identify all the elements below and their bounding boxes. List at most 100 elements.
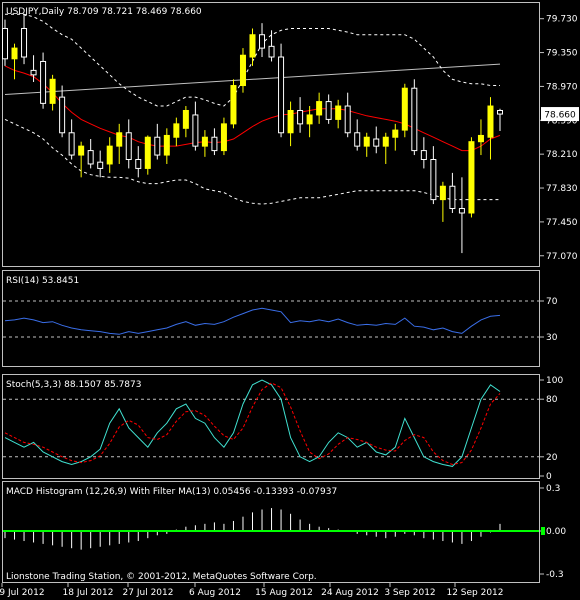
candle-body <box>297 109 304 125</box>
candle-body <box>144 136 151 169</box>
candle-body <box>268 45 275 58</box>
macd-filter-tag <box>541 527 545 535</box>
macd-ytick-label: 0.00 <box>546 527 566 537</box>
xtick-label: 18 Jul 2012 <box>63 588 114 598</box>
ytick-label: 20 <box>546 453 558 463</box>
ytick-label: 30 <box>546 333 558 343</box>
ytick-label: 80 <box>546 395 558 405</box>
xtick-label: 15 Aug 2012 <box>255 588 313 598</box>
price-ytick-label: 78.590 <box>546 116 578 126</box>
lower-band-line <box>4 118 500 205</box>
ytick-label: 70 <box>546 297 558 307</box>
candle-body <box>192 114 199 147</box>
ytick-label: 0 <box>546 472 552 482</box>
candle-body <box>354 132 361 147</box>
price-panel: USDJPY,Daily 78.709 78.721 78.469 78.660… <box>2 2 579 267</box>
candle-body <box>68 132 75 156</box>
moving-average-line <box>4 65 501 152</box>
candle-body <box>497 109 503 115</box>
candle-body <box>40 60 47 104</box>
candle-body <box>30 69 37 76</box>
price-ytick-label: 77.070 <box>546 252 578 262</box>
candle-body <box>59 96 66 134</box>
time-axis: 9 Jul 2012 18 Jul 2012 27 Jul 2012 6 Aug 20… <box>0 583 504 598</box>
stochastic-panel: Stoch(5,3,3) 88.1507 85.7873 100 80 20 0 <box>2 374 563 482</box>
candle-body <box>487 105 494 138</box>
price-panel-title: USDJPY,Daily 78.709 78.721 78.469 78.660 <box>6 7 202 17</box>
candle-body <box>278 56 285 134</box>
macd-ytick-label: -0.3 <box>546 570 564 580</box>
stochastic-panel-frame <box>2 374 540 479</box>
candle-body <box>259 34 266 49</box>
current-price-label: 78.660 <box>544 111 576 121</box>
candle-body <box>125 132 132 161</box>
candle-body <box>78 145 85 156</box>
candle-body <box>392 129 399 138</box>
price-ytick-label: 78.970 <box>546 82 578 92</box>
xtick-label: 27 Jul 2012 <box>123 588 174 598</box>
rsi-panel-title: RSI(14) 53.8451 <box>6 276 79 286</box>
macd-panel-frame <box>2 481 540 583</box>
candle-body <box>306 114 313 125</box>
candle-body <box>239 54 246 87</box>
candle-body <box>316 101 323 116</box>
candle-body <box>135 159 142 169</box>
candle-body <box>420 150 427 161</box>
candle-body <box>430 159 437 201</box>
candle-body <box>116 132 123 147</box>
candle-body <box>401 87 408 131</box>
macd-panel-title: MACD Histogram (12,26,9) With Filter MA(… <box>6 487 337 497</box>
candle-body <box>344 105 351 134</box>
candle-body <box>21 27 28 58</box>
candle-body <box>325 101 332 120</box>
candle-body <box>220 123 227 152</box>
candle-body <box>201 136 208 147</box>
candle-body <box>335 105 342 120</box>
candle-body <box>249 34 256 58</box>
candle-body <box>439 185 446 201</box>
xtick-label: 3 Sep 2012 <box>384 588 435 598</box>
price-ytick-label: 79.730 <box>546 15 578 25</box>
main-line <box>4 379 501 467</box>
xtick-label: 6 Aug 2012 <box>189 588 241 598</box>
xtick-label: 24 Aug 2012 <box>321 588 379 598</box>
candle-body <box>97 161 104 169</box>
copyright-footer: Lionstone Trading Station, © 2001-2012, … <box>6 572 317 582</box>
current-price-tag <box>541 107 579 122</box>
candle-body <box>49 78 56 104</box>
rsi-14--line <box>4 307 501 335</box>
xtick-label: 9 Jul 2012 <box>0 588 45 598</box>
stochastic-panel-title: Stoch(5,3,3) 88.1507 85.7873 <box>6 380 141 390</box>
price-ytick-label: 77.830 <box>546 184 578 194</box>
candle-body <box>173 123 180 138</box>
rsi-panel-frame <box>2 270 540 367</box>
candle-body <box>2 27 8 60</box>
price-panel-frame <box>2 2 540 267</box>
candle-body <box>363 136 370 147</box>
candle-body <box>468 141 475 214</box>
candle-body <box>287 109 294 134</box>
candle-body <box>382 136 389 147</box>
candle-body <box>230 85 237 125</box>
price-ytick-label: 78.210 <box>546 150 578 160</box>
xtick-label: 12 Sep 2012 <box>446 588 503 598</box>
candle-body <box>154 136 161 156</box>
ytick-label: 100 <box>546 376 563 386</box>
candle-body <box>411 87 418 152</box>
candle-body <box>163 134 170 156</box>
rsi-panel: RSI(14) 53.8451 70 30 <box>2 270 558 367</box>
candle-body <box>182 109 189 129</box>
price-ytick-label: 77.450 <box>546 218 578 228</box>
candle-body <box>87 150 94 165</box>
candle-body <box>211 136 218 152</box>
candle-body <box>449 185 456 210</box>
macd-ytick-label: 0.3 <box>546 484 560 494</box>
candle-body <box>373 138 380 147</box>
price-ytick-label: 79.350 <box>546 49 578 59</box>
macd-panel: MACD Histogram (12,26,9) With Filter MA(… <box>2 481 566 583</box>
candle-body <box>458 208 465 214</box>
candle-body <box>477 134 484 143</box>
candle-body <box>11 47 18 60</box>
signal-line <box>4 382 501 466</box>
